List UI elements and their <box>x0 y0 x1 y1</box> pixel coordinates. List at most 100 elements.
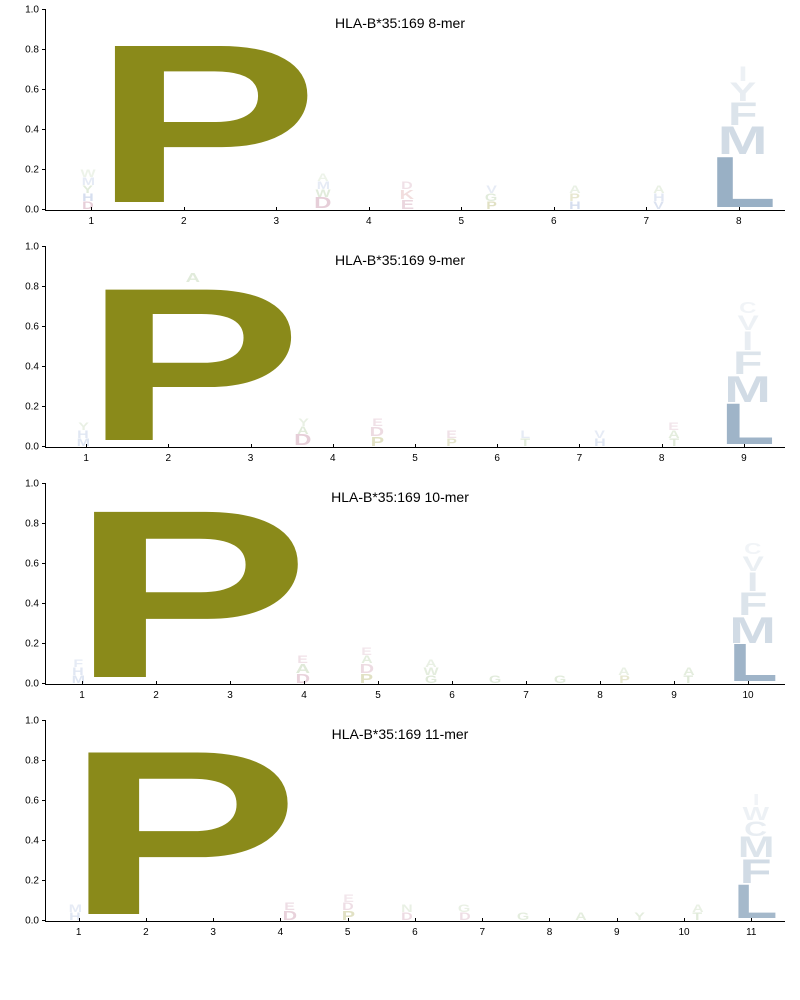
logo-position-4: DKE <box>365 10 449 210</box>
chart-title: HLA-B*35:169 8-mer <box>335 15 465 31</box>
x-tick-label: 5 <box>314 922 381 938</box>
logo-letter: L <box>721 403 775 447</box>
y-tick-label: 0.0 <box>11 679 39 690</box>
plot-area: 0.00.20.40.60.81.0FHMPEADEADPAWGGGAPATCV… <box>45 484 785 685</box>
logo-letter: D <box>283 911 297 921</box>
logo-letter: H <box>594 439 606 447</box>
logo-letter: E <box>400 200 413 210</box>
plot-area: 0.00.20.40.60.81.0MHPEDEDPNDGDGAYATIWCMF… <box>45 721 785 922</box>
chart-title: HLA-B*35:169 10-mer <box>331 489 469 505</box>
x-tick-label: 1 <box>45 685 119 701</box>
y-tick-label: 1.0 <box>11 5 39 16</box>
x-tick-label: 1 <box>45 922 112 938</box>
logo-letter: G <box>517 913 529 921</box>
logo-position-10: AT <box>669 721 727 921</box>
logo-position-9: CVIFML <box>711 247 785 447</box>
logo-letter: T <box>684 676 694 684</box>
logo-letter: V <box>654 202 665 210</box>
logo-letter: G <box>489 676 501 684</box>
x-tick-label: 4 <box>323 211 416 227</box>
x-tick-label: 7 <box>489 685 563 701</box>
x-tick-label: 2 <box>119 685 193 701</box>
logo-letter: Y <box>634 913 645 921</box>
logo-position-6: APH <box>533 10 617 210</box>
logo-letter: P <box>371 437 384 447</box>
logo-letter: L <box>710 156 776 210</box>
y-tick-label: 0.4 <box>11 125 39 136</box>
logo-position-8: A <box>552 721 610 921</box>
logo-letter: P <box>486 202 497 210</box>
chart-title: HLA-B*35:169 11-mer <box>332 726 469 742</box>
logo-position-8: EAT <box>637 247 711 447</box>
logo-letter: D <box>294 435 311 447</box>
logo-position-7: VH <box>563 247 637 447</box>
y-tick-label: 0.2 <box>11 639 39 650</box>
logo-letter: P <box>619 676 630 684</box>
charts-container: HLA-B*35:169 8-mer0.00.20.40.60.81.0WMYH… <box>10 10 800 938</box>
y-axis: 0.00.20.40.60.81.0 <box>11 721 41 921</box>
logo-position-2: AP <box>120 247 266 447</box>
y-tick-label: 0.6 <box>11 796 39 807</box>
y-tick-label: 0.8 <box>11 45 39 56</box>
logo-position-4: EADP <box>335 484 399 684</box>
logo-position-7: AHV <box>617 10 701 210</box>
logo-position-6: LT <box>488 247 562 447</box>
logo-letter: A <box>575 913 587 921</box>
y-tick-label: 1.0 <box>11 242 39 253</box>
x-tick-label: 1 <box>45 211 138 227</box>
x-tick-label: 5 <box>341 685 415 701</box>
logo-letter: G <box>425 676 437 684</box>
x-tick-label: 5 <box>415 211 508 227</box>
logo-position-8: IYFML <box>701 10 785 210</box>
logo-position-5: EP <box>414 247 488 447</box>
logo-letter: D <box>401 913 413 921</box>
y-tick-label: 0.4 <box>11 362 39 373</box>
y-tick-label: 0.0 <box>11 916 39 927</box>
y-tick-label: 0.2 <box>11 876 39 887</box>
plot-area: 0.00.20.40.60.81.0WMYHDPAMWDDKEVGPAPHAHV… <box>45 10 785 211</box>
x-tick-label: 10 <box>711 685 785 701</box>
y-tick-label: 0.4 <box>11 599 39 610</box>
logo-letter: T <box>669 439 679 447</box>
logo-position-8: AP <box>592 484 656 684</box>
x-tick-label: 6 <box>456 448 538 464</box>
x-tick-label: 3 <box>180 922 247 938</box>
logo-position-11: IWCMFL <box>727 721 785 921</box>
sequence-logo-chart-1: HLA-B*35:169 9-mer0.00.20.40.60.81.0YHMA… <box>10 247 790 464</box>
x-tick-label: 3 <box>230 211 323 227</box>
logo-letter: P <box>446 439 457 447</box>
logo-position-9: Y <box>610 721 668 921</box>
x-tick-label: 8 <box>693 211 786 227</box>
x-tick-label: 5 <box>374 448 456 464</box>
logo-position-2: P <box>110 484 270 684</box>
x-tick-label: 6 <box>381 922 448 938</box>
y-axis: 0.00.20.40.60.81.0 <box>11 10 41 210</box>
logo-letter: L <box>728 644 777 684</box>
logo-position-6: G <box>463 484 527 684</box>
logo-letter: L <box>734 885 778 921</box>
logo-position-3: AMWD <box>281 10 365 210</box>
y-tick-label: 0.8 <box>11 756 39 767</box>
logo-position-2: P <box>130 10 281 210</box>
y-tick-label: 1.0 <box>11 479 39 490</box>
x-tick-label: 8 <box>621 448 703 464</box>
y-tick-label: 0.6 <box>11 85 39 96</box>
logo-position-3: ED <box>261 721 319 921</box>
logo-position-5: AWG <box>399 484 463 684</box>
chart-title: HLA-B*35:169 9-mer <box>335 252 465 268</box>
x-axis: 1234567891011 <box>45 922 785 938</box>
plot-area: 0.00.20.40.60.81.0YHMAPYADEDPEPLTVHEATCV… <box>45 247 785 448</box>
x-tick-label: 4 <box>247 922 314 938</box>
logo-position-4: EDP <box>319 721 377 921</box>
y-tick-label: 0.2 <box>11 402 39 413</box>
y-tick-label: 0.8 <box>11 282 39 293</box>
logo-position-3: YAD <box>266 247 340 447</box>
logo-position-7: G <box>528 484 592 684</box>
x-tick-label: 7 <box>449 922 516 938</box>
x-tick-label: 11 <box>718 922 785 938</box>
logo-letter: D <box>314 198 331 210</box>
logo-position-4: EDP <box>340 247 414 447</box>
x-tick-label: 9 <box>583 922 650 938</box>
x-tick-label: 9 <box>703 448 785 464</box>
logo-letter: D <box>459 913 471 921</box>
